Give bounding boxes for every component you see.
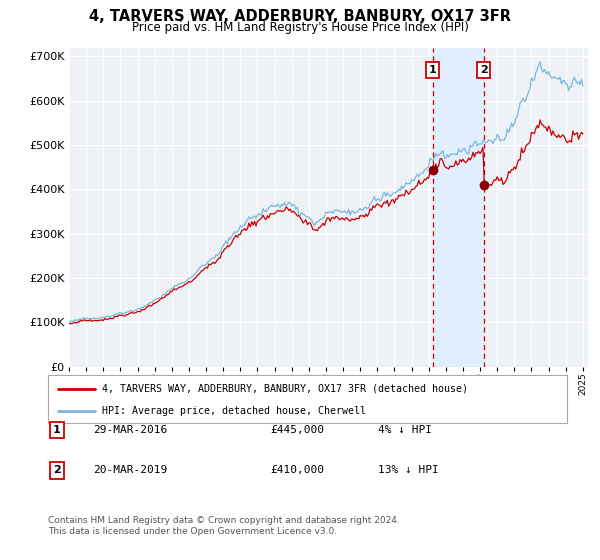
Text: 2: 2 (53, 465, 61, 475)
Text: HPI: Average price, detached house, Cherwell: HPI: Average price, detached house, Cher… (103, 406, 367, 416)
Text: 4% ↓ HPI: 4% ↓ HPI (378, 425, 432, 435)
Text: 29-MAR-2016: 29-MAR-2016 (93, 425, 167, 435)
Text: Contains HM Land Registry data © Crown copyright and database right 2024.
This d: Contains HM Land Registry data © Crown c… (48, 516, 400, 536)
Text: 4, TARVERS WAY, ADDERBURY, BANBURY, OX17 3FR (detached house): 4, TARVERS WAY, ADDERBURY, BANBURY, OX17… (103, 384, 469, 394)
Text: 4, TARVERS WAY, ADDERBURY, BANBURY, OX17 3FR: 4, TARVERS WAY, ADDERBURY, BANBURY, OX17… (89, 9, 511, 24)
Text: 20-MAR-2019: 20-MAR-2019 (93, 465, 167, 475)
Text: 13% ↓ HPI: 13% ↓ HPI (378, 465, 439, 475)
Text: 1: 1 (53, 425, 61, 435)
Text: Price paid vs. HM Land Registry's House Price Index (HPI): Price paid vs. HM Land Registry's House … (131, 21, 469, 34)
Text: 1: 1 (429, 65, 437, 75)
Text: 2: 2 (480, 65, 488, 75)
Bar (433, 48, 484, 367)
Text: £410,000: £410,000 (270, 465, 324, 475)
Text: £445,000: £445,000 (270, 425, 324, 435)
